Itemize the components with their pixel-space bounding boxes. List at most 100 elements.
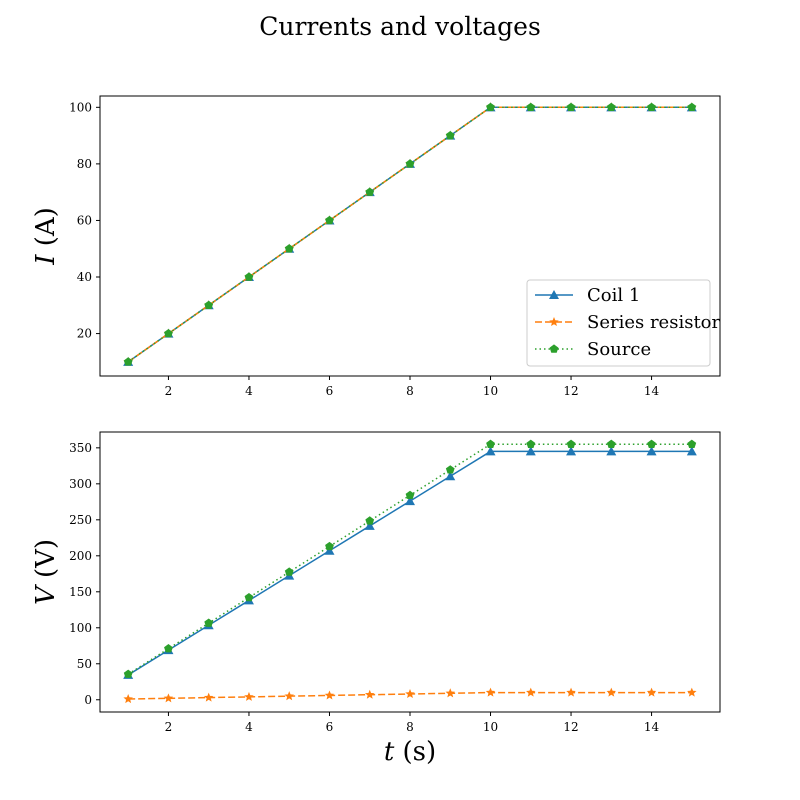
x-tick-label: 14 — [644, 720, 660, 734]
data-point — [647, 102, 656, 112]
data-point — [325, 215, 334, 225]
data-point — [445, 465, 455, 474]
data-point — [364, 520, 375, 530]
data-point — [606, 446, 617, 456]
y-tick-label: 40 — [77, 270, 92, 284]
x-tick-label: 6 — [326, 384, 334, 398]
data-point — [244, 272, 254, 281]
data-point — [164, 644, 173, 653]
data-point — [486, 439, 495, 448]
data-point — [566, 687, 576, 697]
figure-title: Currents and voltages — [259, 12, 541, 41]
legend-swatch-marker — [549, 344, 559, 353]
data-point — [445, 688, 456, 698]
data-point — [526, 439, 536, 448]
data-point — [405, 496, 415, 506]
voltage-subplot: 2 4 6 8 10 12 14 0 50 100 150 200 250 300 350 V (V) t (s… — [31, 431, 721, 767]
y-tick-label: 100 — [69, 621, 92, 635]
legend-label: Source — [587, 339, 651, 360]
x-tick-label: 4 — [245, 384, 253, 398]
y-tick-label: 300 — [69, 477, 92, 491]
data-point — [123, 357, 133, 366]
data-point — [365, 187, 375, 196]
data-point — [687, 687, 697, 697]
x-tick-label: 8 — [406, 720, 414, 734]
data-point — [284, 567, 294, 576]
legend: Coil 1 Series resistor Source — [526, 279, 721, 367]
data-point — [686, 446, 697, 456]
data-point — [365, 516, 375, 525]
y-tick-label: 100 — [69, 100, 92, 114]
data-point — [646, 446, 657, 456]
x-tick-label: 12 — [563, 720, 578, 734]
data-point — [123, 669, 133, 678]
x-axis-label: t (s) — [384, 737, 436, 767]
data-point — [325, 541, 334, 551]
y-tick-label: 200 — [69, 549, 92, 563]
y-tick-label: 0 — [84, 693, 92, 707]
current-subplot: 2 4 6 8 10 12 14 20 40 60 80 100 I (A) Coil 1 Series r… — [31, 95, 721, 398]
x-tick-label: 10 — [483, 720, 498, 734]
y-tick-label: 60 — [77, 213, 92, 227]
y-tick-label: 50 — [77, 657, 92, 671]
data-point — [405, 490, 415, 500]
x-tick-label: 2 — [165, 384, 173, 398]
data-point — [566, 446, 577, 456]
data-point — [485, 446, 496, 456]
data-point — [445, 471, 456, 481]
data-point — [606, 687, 617, 697]
legend-swatch-marker — [549, 290, 559, 299]
data-point — [445, 131, 455, 140]
y-tick-label: 150 — [69, 585, 92, 599]
y-tick-label: 80 — [77, 157, 92, 171]
x-tick-label: 12 — [563, 384, 578, 398]
data-point — [687, 439, 697, 448]
data-point — [405, 159, 415, 168]
data-point — [405, 689, 415, 699]
y-tick-label: 350 — [69, 441, 92, 455]
data-point — [566, 439, 576, 448]
series-source — [123, 102, 697, 366]
data-point — [164, 328, 173, 338]
data-point — [284, 691, 294, 701]
y-tick-label: 250 — [69, 513, 92, 527]
data-point — [204, 618, 214, 627]
series-series-resistor — [123, 687, 697, 704]
x-tick-label: 14 — [644, 384, 660, 398]
data-point — [204, 300, 214, 310]
data-point — [123, 694, 133, 704]
x-tick-label: 6 — [326, 720, 334, 734]
legend-box — [526, 279, 711, 367]
data-point — [485, 687, 496, 697]
x-tick-label: 10 — [483, 384, 498, 398]
data-point — [606, 102, 616, 112]
data-point — [284, 244, 294, 253]
series-source — [123, 439, 697, 678]
data-point — [244, 691, 254, 701]
data-point — [364, 689, 375, 699]
x-tick-label: 2 — [165, 720, 173, 734]
data-point — [606, 439, 616, 448]
data-point — [486, 102, 495, 112]
legend-label: Coil 1 — [587, 285, 640, 306]
data-point — [525, 446, 536, 456]
data-point — [646, 687, 657, 697]
data-point — [526, 102, 536, 112]
data-point — [244, 592, 254, 602]
y-axis-label: I (A) — [31, 207, 61, 266]
data-point — [163, 693, 174, 703]
data-point — [203, 692, 214, 702]
y-tick-label: 20 — [77, 327, 92, 341]
data-point — [687, 102, 697, 112]
legend-swatch-marker — [549, 317, 559, 327]
data-point — [566, 102, 576, 112]
y-axis-label: V (V) — [31, 539, 61, 605]
series-line — [127, 106, 692, 363]
data-point — [324, 545, 335, 555]
data-point — [647, 439, 656, 448]
data-point — [526, 687, 536, 697]
data-point — [324, 690, 335, 700]
x-tick-label: 8 — [406, 384, 414, 398]
